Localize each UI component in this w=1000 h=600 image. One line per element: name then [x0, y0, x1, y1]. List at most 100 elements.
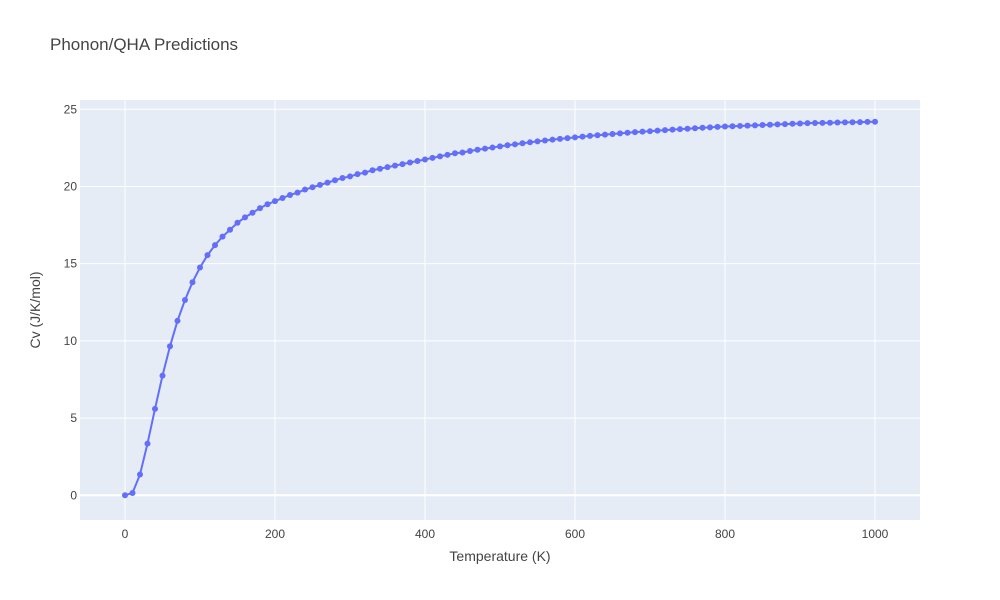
- data-point: [819, 119, 826, 126]
- y-tick-label: 15: [64, 257, 78, 271]
- data-point: [564, 135, 571, 142]
- data-point: [399, 161, 406, 168]
- plot-area: [80, 100, 920, 520]
- data-point: [212, 242, 218, 249]
- x-tick-label: 0: [122, 527, 129, 541]
- data-point: [159, 372, 166, 379]
- data-point: [204, 252, 211, 259]
- data-point: [422, 156, 428, 163]
- data-point: [549, 136, 556, 143]
- data-point: [752, 122, 758, 129]
- data-point: [197, 264, 203, 271]
- data-point: [572, 134, 578, 141]
- data-point: [129, 489, 136, 496]
- data-point: [782, 121, 788, 128]
- data-point: [137, 471, 143, 478]
- data-point: [294, 189, 301, 196]
- data-point: [332, 177, 338, 184]
- x-tick-label: 200: [265, 527, 285, 541]
- data-point: [227, 226, 233, 233]
- data-point: [182, 296, 188, 303]
- data-point: [272, 198, 278, 205]
- data-point: [407, 159, 413, 166]
- data-point: [377, 165, 383, 172]
- data-point: [692, 125, 698, 132]
- data-point: [452, 150, 458, 157]
- data-point: [234, 219, 241, 226]
- data-point: [279, 195, 286, 202]
- data-point: [767, 121, 773, 128]
- data-point: [347, 173, 353, 180]
- data-point: [639, 128, 646, 135]
- data-point: [797, 120, 803, 127]
- tick-labels: 0 200 400 600 800 1000 0 5 10 15 20 25: [64, 102, 889, 541]
- data-point: [324, 179, 331, 186]
- x-tick-label: 400: [415, 527, 435, 541]
- data-point: [302, 186, 308, 193]
- data-point: [362, 169, 368, 176]
- data-point: [189, 279, 196, 286]
- data-point: [729, 123, 736, 130]
- data-point: [864, 118, 871, 125]
- data-point: [369, 167, 376, 174]
- data-point: [437, 153, 443, 160]
- y-tick-label: 5: [70, 411, 77, 425]
- data-point: [339, 174, 346, 181]
- data-point: [722, 123, 728, 130]
- chart-title: Phonon/QHA Predictions: [50, 35, 238, 54]
- data-point: [392, 162, 398, 169]
- data-point: [309, 184, 316, 191]
- gridlines: [80, 100, 920, 520]
- data-point: [804, 120, 811, 127]
- y-axis-title: Cv (J/K/mol): [27, 272, 43, 349]
- data-point: [144, 440, 151, 447]
- data-point: [497, 143, 503, 150]
- data-point: [789, 120, 796, 127]
- data-point: [249, 209, 256, 216]
- data-point: [429, 154, 436, 161]
- data-point: [167, 343, 173, 350]
- data-point: [699, 124, 706, 131]
- data-point: [122, 492, 128, 499]
- data-point: [174, 317, 181, 324]
- data-point: [242, 214, 248, 221]
- data-point: [654, 127, 661, 134]
- data-point: [632, 129, 638, 136]
- data-point: [519, 140, 526, 147]
- x-axis-title: Temperature (K): [449, 548, 550, 564]
- data-point: [219, 233, 226, 240]
- data-series: [122, 118, 878, 499]
- data-point: [579, 133, 586, 140]
- data-point: [602, 131, 608, 138]
- data-point: [557, 135, 563, 142]
- data-point: [609, 130, 616, 137]
- data-point: [834, 119, 841, 126]
- data-point: [849, 119, 856, 126]
- y-tick-label: 20: [64, 179, 78, 193]
- data-point: [677, 126, 683, 133]
- data-point: [707, 124, 713, 131]
- y-tick-label: 0: [70, 488, 77, 502]
- data-point: [669, 126, 676, 133]
- y-tick-label: 25: [64, 102, 78, 116]
- data-point: [714, 123, 721, 130]
- data-point: [744, 122, 751, 129]
- data-point: [264, 201, 271, 208]
- data-point: [684, 125, 691, 132]
- data-point: [662, 127, 668, 134]
- data-point: [617, 130, 623, 137]
- data-point: [474, 146, 481, 153]
- data-point: [467, 147, 473, 154]
- data-point: [842, 119, 848, 126]
- data-point: [647, 128, 653, 135]
- data-point: [444, 151, 451, 158]
- data-point: [624, 129, 631, 136]
- data-point: [414, 157, 421, 164]
- data-point: [512, 141, 518, 148]
- data-point: [542, 137, 548, 144]
- data-point: [527, 139, 533, 146]
- data-point: [459, 149, 466, 156]
- data-point: [354, 171, 361, 178]
- data-point: [587, 132, 593, 139]
- data-point: [774, 121, 781, 128]
